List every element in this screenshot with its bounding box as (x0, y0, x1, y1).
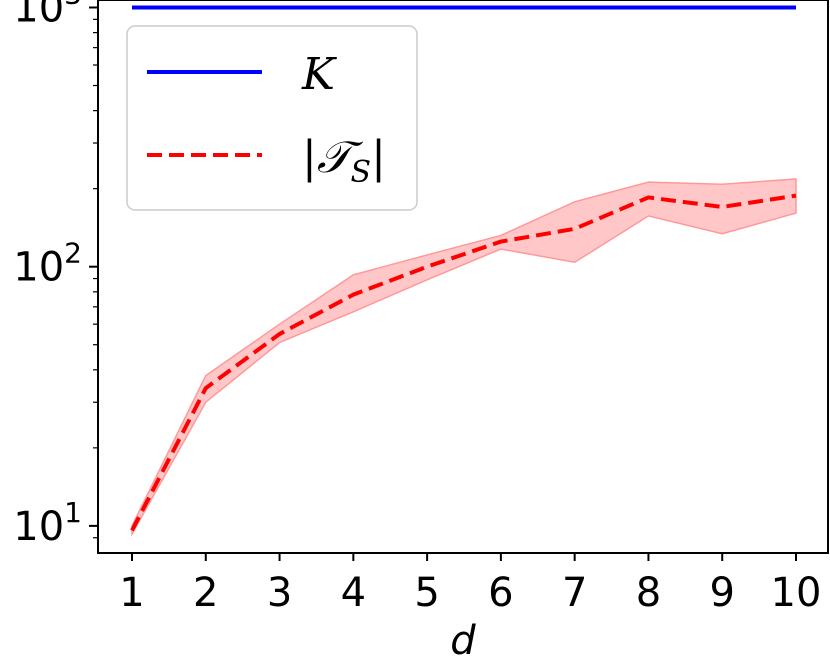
x-axis-title: d (450, 618, 476, 664)
y-tick-label-1000: 103 (13, 0, 82, 31)
x-tick-label-5: 5 (414, 570, 439, 616)
y-axis: 101 102 103 (13, 0, 98, 550)
plot-frame (97, 0, 829, 554)
x-axis: 1 2 3 4 5 6 7 8 9 10 (119, 553, 821, 616)
series-band-ts (131, 178, 797, 537)
series-line-ts (130, 193, 797, 532)
legend-label-ts-close: | (371, 132, 386, 183)
legend-label-k: K (301, 49, 337, 100)
y-tick-label-10: 101 (13, 496, 82, 550)
x-tick-label-6: 6 (488, 570, 513, 616)
x-tick-label-7: 7 (562, 570, 587, 616)
x-tick-label-1: 1 (119, 570, 144, 616)
x-tick-label-10: 10 (771, 570, 822, 616)
x-tick-label-3: 3 (267, 570, 292, 616)
x-tick-label-4: 4 (341, 570, 366, 616)
legend: K |𝒯S| (126, 25, 418, 211)
confidence-band-layer (131, 178, 797, 537)
x-tick-label-8: 8 (636, 570, 661, 616)
x-tick-label-2: 2 (193, 570, 218, 616)
legend-label-ts: |𝒯S| (302, 132, 386, 190)
x-tick-label-9: 9 (709, 570, 734, 616)
y-tick-label-100: 102 (13, 237, 82, 291)
legend-label-ts-sub: S (351, 155, 372, 190)
series-line-layer (130, 5, 797, 532)
